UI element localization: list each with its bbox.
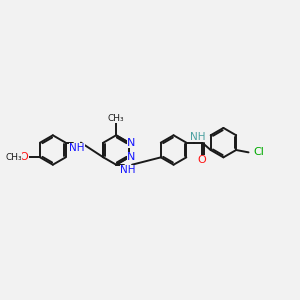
- Text: O: O: [198, 155, 207, 165]
- Text: N: N: [127, 152, 135, 162]
- Text: O: O: [20, 152, 28, 162]
- Text: CH₃: CH₃: [108, 114, 124, 123]
- Text: Cl: Cl: [254, 147, 265, 158]
- Text: N: N: [127, 138, 135, 148]
- Text: NH: NH: [120, 165, 136, 175]
- Text: NH: NH: [69, 143, 85, 153]
- Text: NH: NH: [190, 132, 206, 142]
- Text: CH₃: CH₃: [6, 153, 22, 162]
